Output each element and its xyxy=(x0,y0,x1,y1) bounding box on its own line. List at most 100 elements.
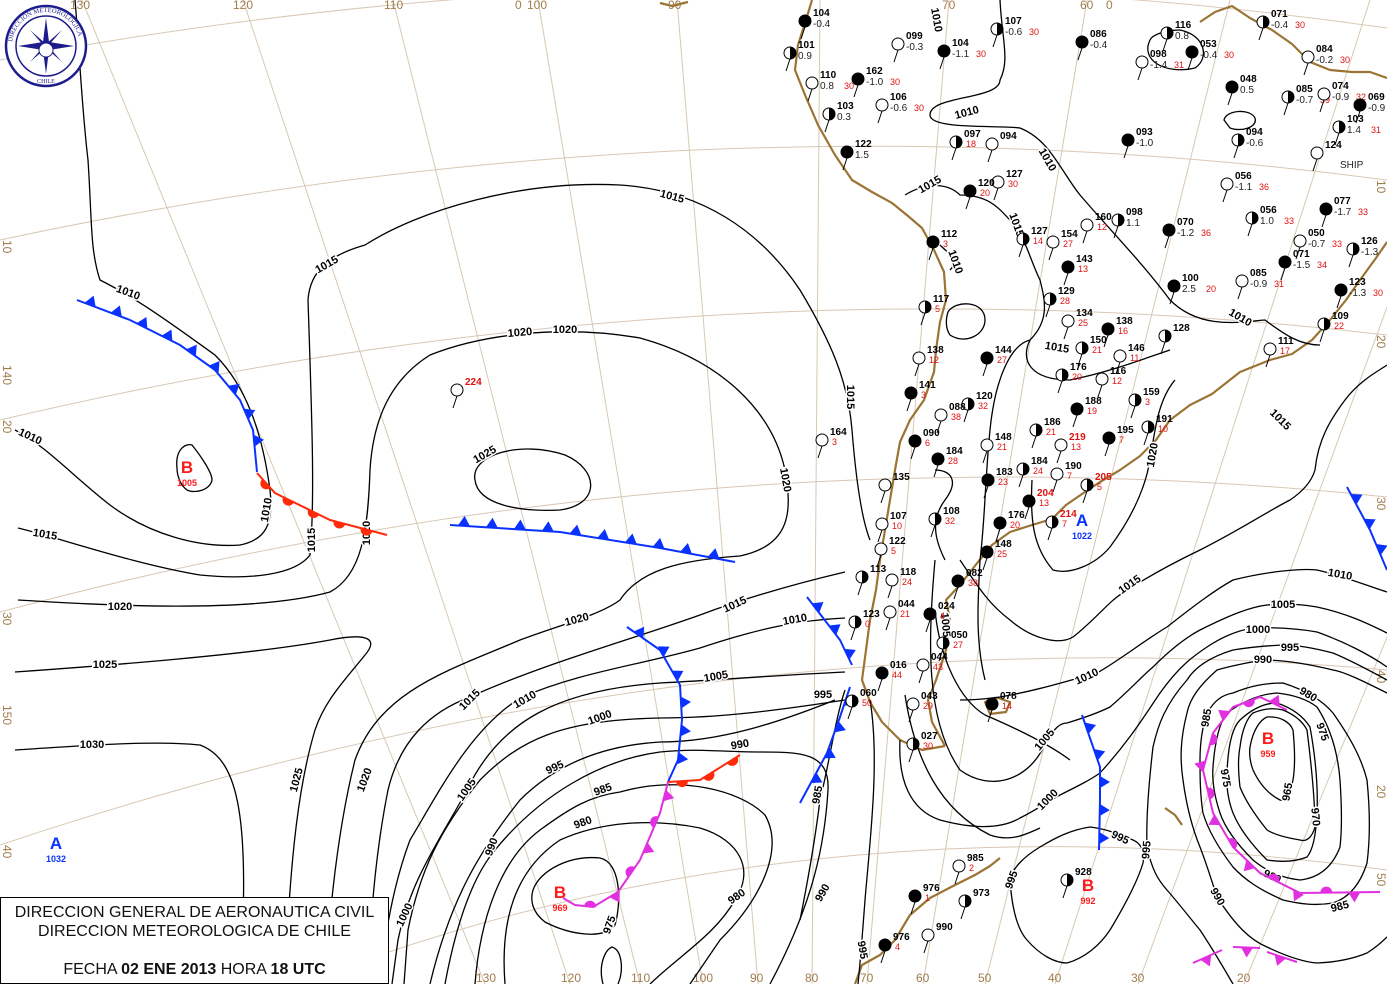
station-plot[interactable]: 069-0.9 xyxy=(1353,92,1386,124)
station-plot[interactable]: 077-1.7 33 xyxy=(1319,196,1368,228)
station-plot[interactable]: 973 xyxy=(958,888,990,920)
station-plot[interactable]: 928 xyxy=(1060,867,1092,899)
station-plot[interactable]: 224 xyxy=(450,377,482,409)
station-plot[interactable]: 990 xyxy=(921,922,953,954)
station-plot[interactable]: 124 xyxy=(1310,140,1342,172)
station-plot[interactable]: 104-1.1 30 xyxy=(937,38,986,70)
station-plot[interactable]: 1010.9 xyxy=(783,40,815,72)
station-plot[interactable]: 113 xyxy=(855,564,887,596)
station-plot[interactable]: 086-0.4 xyxy=(1075,29,1108,61)
station-plot[interactable]: 093-1.0 xyxy=(1121,127,1154,159)
station-plot[interactable]: 070-1.2 36 xyxy=(1162,217,1211,249)
station-plot[interactable]: 106-0.6 30 xyxy=(875,92,924,124)
station-plot[interactable]: 128 xyxy=(1158,323,1190,355)
station-plot[interactable]: 094-0.6 xyxy=(1231,127,1264,159)
station-plot[interactable]: 098-1.4 31 xyxy=(1135,49,1184,81)
station-plot[interactable]: 123-1.3 30 xyxy=(1334,277,1383,309)
station-plot[interactable]: 1030.3 xyxy=(822,101,854,133)
station-plot[interactable]: 071-0.4 30 xyxy=(1256,9,1305,41)
station-plot[interactable]: 084-0.2 30 xyxy=(1301,44,1350,76)
station-plot[interactable]: 085-0.9 31 xyxy=(1235,268,1284,300)
station-plot[interactable]: 126-1.3 xyxy=(1346,236,1379,268)
station-plot[interactable]: 094 xyxy=(985,131,1017,163)
station-plot[interactable]: 071-1.5 34 xyxy=(1278,249,1327,281)
station-plot[interactable]: 104-0.4 xyxy=(798,8,831,40)
station-plot[interactable]: 107-0.6 30 xyxy=(990,16,1039,48)
station-plot[interactable]: 074-0.9 32 xyxy=(1317,81,1366,113)
station-plot[interactable]: 050-0.7 33 xyxy=(1293,228,1342,260)
station-plot[interactable]: 099-0.3 xyxy=(891,31,924,63)
station-plot[interactable]: 053-0.4 30 xyxy=(1185,39,1234,71)
station-plot[interactable]: 056-1.1 36 xyxy=(1220,171,1269,203)
station-plot[interactable]: 162-1.0 30 xyxy=(851,66,900,98)
station-plot[interactable]: 135 xyxy=(878,472,910,504)
